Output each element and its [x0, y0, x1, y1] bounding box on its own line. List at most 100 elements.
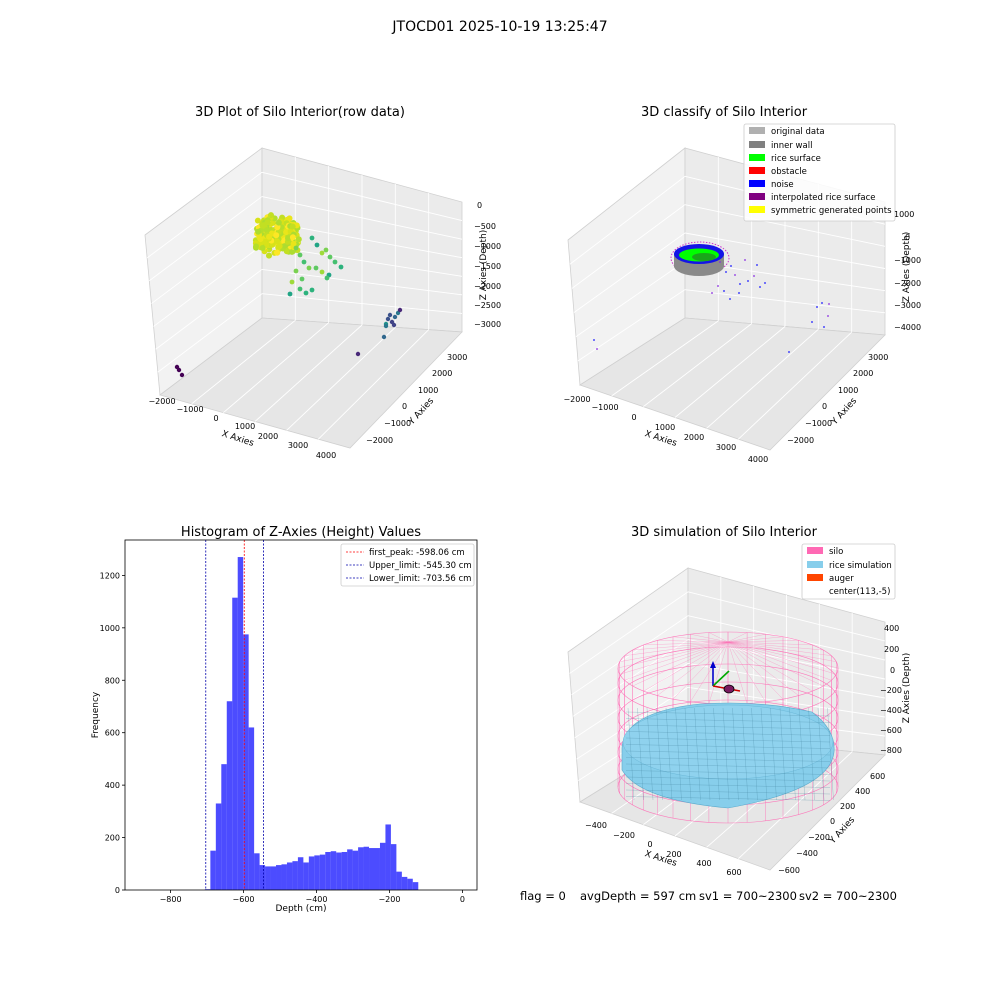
raw-x-ticks: −2000 −1000 0 1000 2000 3000 4000	[148, 397, 336, 460]
hist-legend: first_peak: -598.06 cm Upper_limit: -545…	[340, 543, 475, 587]
raw-point	[391, 322, 397, 328]
raw-point	[289, 223, 296, 230]
floor-gridline	[611, 320, 719, 397]
rice-mesh-line	[675, 707, 682, 801]
cls-legend-label: symmetric generated points	[771, 206, 892, 216]
raw-x-tick: 1000	[235, 422, 255, 431]
sim-y-tick: −200	[808, 833, 830, 842]
hist-bar	[347, 849, 353, 890]
hist-bar	[363, 846, 370, 890]
cls-legend-swatch	[749, 141, 765, 148]
footer-sv2: sv2 = 700~2300	[799, 889, 897, 903]
sim-auger	[710, 661, 741, 694]
panel-raw-title: 3D Plot of Silo Interior(row data)	[195, 105, 405, 120]
cls-z-tick: −1000	[894, 256, 921, 265]
sim-z-tick: −400	[880, 706, 902, 715]
raw-point	[397, 307, 403, 313]
cls-interpolated-ring	[670, 241, 730, 275]
hist-bar	[396, 871, 402, 890]
raw-y-ticks: −2000 −1000 0 1000 2000 3000	[366, 353, 467, 445]
raw-y-tick: 1000	[418, 386, 438, 395]
cls-noise-point	[756, 264, 758, 266]
sim-legend-entry: auger	[807, 574, 854, 584]
raw-x-tick: 4000	[316, 451, 336, 460]
raw-points	[174, 212, 403, 378]
raw-point	[293, 245, 299, 251]
sim-x-tick: 600	[726, 868, 741, 877]
pane-gridline	[575, 260, 686, 338]
hist-bar	[390, 844, 397, 890]
cls-y-tick: 1000	[838, 386, 858, 395]
silo-roof-strut	[727, 641, 766, 702]
hist-bar	[221, 764, 227, 890]
raw-y-label: Y Axies	[406, 396, 436, 428]
cls-x-tick: 3000	[716, 443, 736, 452]
cls-noise-point	[730, 265, 732, 267]
raw-point	[327, 254, 333, 260]
hist-vlines	[205, 540, 264, 890]
hist-bar	[232, 597, 238, 890]
pane-gridline	[576, 686, 689, 760]
sim-y-ticks: −600 −400 −200 0 200 400 600	[778, 772, 885, 875]
hist-y-label: Frequency	[91, 691, 101, 738]
cls-z-tick: −2000	[894, 279, 921, 288]
hist-bar	[303, 862, 309, 890]
silo-roof-strut	[624, 641, 729, 656]
raw-point	[255, 228, 262, 235]
raw-point	[293, 268, 299, 274]
hist-bar	[248, 727, 255, 890]
rice-mesh-line	[625, 789, 831, 795]
raw-point	[285, 235, 291, 242]
hist-legend-entry: first_peak: -598.06 cm	[346, 548, 465, 558]
hist-bar	[215, 803, 222, 890]
cls-y-tick: 3000	[868, 353, 888, 362]
hist-bar	[330, 851, 337, 890]
hist-x-label: Depth (cm)	[275, 904, 326, 914]
raw-z-label: Z Axies (Depth)	[479, 230, 489, 301]
hist-bar	[281, 864, 287, 890]
cls-legend-entry: symmetric generated points	[749, 206, 892, 216]
raw-point	[176, 367, 182, 373]
cls-noise-point	[827, 315, 829, 317]
cls-x-label: X Axies	[643, 429, 678, 449]
pane-gridline	[157, 293, 263, 373]
cls-legend-entry: original data	[749, 127, 825, 137]
cls-z-tick: −4000	[894, 323, 921, 332]
cls-legend-swatch	[749, 193, 765, 200]
hist-y-tick-label: 1000	[100, 624, 120, 633]
cls-legend-swatch	[749, 206, 765, 213]
cls-noise-point	[739, 283, 741, 285]
silo-roof-strut	[672, 641, 729, 700]
raw-point	[299, 276, 305, 282]
cls-noise-point	[717, 285, 719, 287]
cls-noise-point	[788, 351, 790, 353]
cls-legend: original data inner wall rice surface ob…	[743, 123, 896, 222]
raw-point	[289, 234, 296, 241]
cls-z-label: Z Axies (Depth)	[902, 232, 912, 303]
raw-point	[319, 250, 325, 256]
sim-auger-body	[723, 684, 735, 694]
hist-bar	[336, 852, 342, 890]
silo-roof-strut	[657, 640, 729, 643]
pane-gridline	[146, 171, 263, 259]
rice-mesh-line	[625, 711, 831, 717]
cls-noise-point	[811, 321, 813, 323]
cls-legend-label: obstacle	[771, 167, 807, 177]
sim-legend-label: rice simulation	[829, 561, 892, 571]
sim-y-tick: −400	[796, 849, 818, 858]
pane-gridline	[151, 220, 263, 304]
raw-point	[306, 265, 312, 271]
panel-classify-3d: 3D classify of Silo Interior original da…	[563, 105, 921, 464]
hist-x-tick-label: −400	[306, 895, 328, 904]
raw-y-tick: 3000	[447, 353, 467, 362]
hist-bar	[374, 848, 380, 890]
silo-roof-strut	[727, 634, 766, 643]
pane-gridline	[153, 244, 263, 327]
cls-x-tick: 1000	[655, 423, 675, 432]
cls-y-tick: 0	[822, 402, 827, 411]
raw-point	[254, 217, 261, 224]
raw-point	[297, 252, 303, 258]
sim-z-label: Z Axies (Depth)	[902, 653, 912, 724]
raw-point	[268, 212, 274, 219]
silo-roof-strut	[727, 641, 832, 681]
